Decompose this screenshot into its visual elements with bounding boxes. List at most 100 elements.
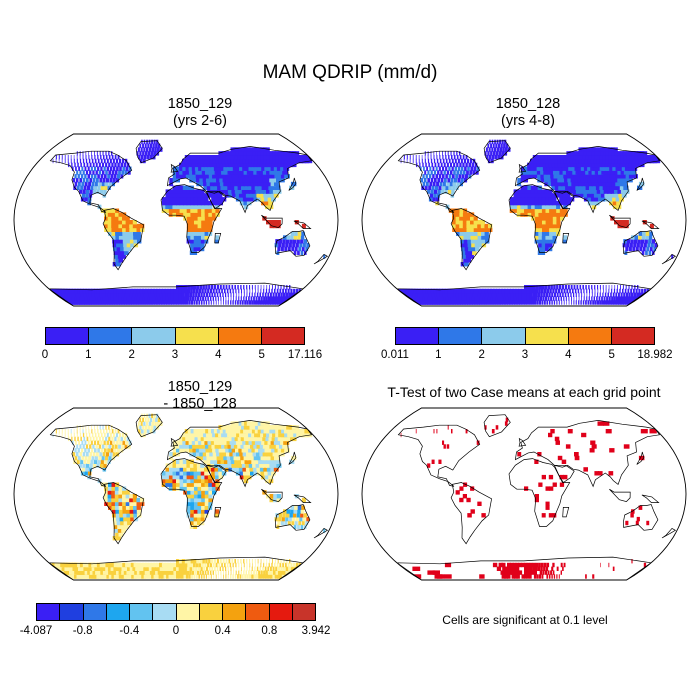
map-cells: [400, 417, 657, 579]
coastline-indonesia: [609, 488, 631, 502]
coastline-new-zealand: [661, 253, 677, 265]
colorbar-swatch: [246, 604, 270, 620]
colorbar-tick-label: 3.942: [301, 625, 331, 637]
coastline-europe-asia: [514, 146, 661, 214]
colorbar-swatch: [611, 328, 655, 344]
coastline-africa: [160, 458, 223, 527]
coastlines: [47, 140, 329, 306]
colorbar-tick-label: 0.4: [214, 625, 231, 637]
colorbar-swatch: [482, 328, 526, 344]
coastline-arabia: [553, 464, 575, 483]
colorbar-tick-label: 4: [215, 349, 222, 361]
map-cells: [48, 139, 326, 305]
coastline-greenland: [135, 414, 163, 438]
map-case1: [13, 133, 339, 307]
coastline-antarctica: [47, 282, 305, 306]
panel-title-case1-name: 1850_129: [167, 96, 233, 112]
coastline-north-america: [397, 150, 481, 213]
colorbar-tick-label: 17.116: [287, 349, 323, 361]
coastline-madagascar: [562, 233, 570, 244]
coastlines: [395, 140, 677, 306]
colorbar-swatch: [132, 328, 176, 344]
colorbar-swatches: [45, 327, 305, 345]
coastline-new-guinea: [293, 220, 312, 229]
coastline-arabia: [205, 190, 227, 209]
colorbar-swatch: [199, 604, 223, 620]
colorbar-case1: 0 1 2 3 4 5 17.116: [42, 327, 322, 361]
colorbar-tick-label: -0.4: [119, 625, 140, 637]
colorbar-tick-label: 0: [172, 625, 180, 637]
colorbar-swatch: [439, 328, 483, 344]
colorbar-swatch: [46, 328, 90, 344]
coastline-south-america: [102, 482, 144, 545]
colorbar-tick-label: 1: [85, 349, 92, 361]
coastline-uk: [518, 163, 527, 173]
colorbar-tick-label: -4.087: [19, 625, 53, 637]
figure-title: MAM QDRIP (mm/d): [262, 62, 438, 83]
coastline-australia: [623, 504, 659, 531]
coastline-north-america: [397, 424, 481, 487]
coastline-japan: [288, 177, 297, 191]
map-case2: [361, 133, 687, 307]
colorbar-tick-label: 4: [565, 349, 572, 361]
map-cells: [396, 139, 674, 305]
coastline-greenland: [483, 414, 511, 438]
panel-title-case2-years: (yrs 4-8): [501, 113, 555, 129]
coastline-new-zealand: [661, 527, 677, 539]
colorbar-swatch: [153, 604, 177, 620]
colorbar-tick-label: 1: [435, 349, 442, 361]
coastline-japan: [636, 451, 645, 465]
coastline-africa: [160, 184, 223, 253]
colorbar-swatch: [292, 604, 315, 620]
colorbar-tick-label: 0.011: [381, 349, 409, 361]
coastline-uk: [170, 437, 179, 447]
coastline-australia: [275, 504, 311, 531]
colorbar-tick-label: 5: [258, 349, 265, 361]
map-border: [361, 407, 687, 581]
coastline-europe-asia: [514, 420, 661, 488]
colorbar-tick-label: 18.982: [637, 349, 673, 361]
coastline-new-zealand: [313, 527, 329, 539]
map-border: [13, 133, 339, 307]
colorbar-swatch: [37, 604, 61, 620]
coastline-new-guinea: [641, 220, 660, 229]
panel-title-case1: 1850_129 (yrs 2-6): [40, 96, 360, 130]
map-border: [361, 133, 687, 307]
colorbar-swatch: [89, 328, 133, 344]
coastline-south-america: [102, 208, 144, 271]
coastline-africa: [508, 184, 571, 253]
colorbar-swatch: [175, 328, 219, 344]
coastline-madagascar: [214, 507, 222, 518]
coastline-uk: [518, 437, 527, 447]
coastline-japan: [288, 451, 297, 465]
map-difference: [13, 407, 339, 581]
colorbar-swatches: [36, 603, 316, 621]
coastline-south-america: [450, 208, 492, 271]
coastline-australia: [275, 230, 311, 257]
coastline-australia: [623, 230, 659, 257]
colorbar-swatch: [261, 328, 305, 344]
coastline-madagascar: [214, 233, 222, 244]
colorbar-tick-label: -0.8: [72, 625, 93, 637]
coastline-antarctica: [395, 556, 653, 580]
coastline-south-america: [450, 482, 492, 545]
panel-title-case2-name: 1850_128: [495, 96, 561, 112]
colorbar-swatch: [269, 604, 293, 620]
coastline-antarctica: [47, 556, 305, 580]
coastline-north-america: [49, 424, 133, 487]
coastline-africa: [508, 458, 571, 527]
colorbar-swatch: [106, 604, 130, 620]
colorbar-swatch: [130, 604, 154, 620]
coastline-antarctica: [395, 282, 653, 306]
coastline-arabia: [205, 464, 227, 483]
colorbar-swatch: [396, 328, 440, 344]
coastline-new-zealand: [313, 253, 329, 265]
colorbar-tick-label: 2: [478, 349, 485, 361]
coastline-new-guinea: [641, 494, 660, 503]
coastline-indonesia: [609, 214, 631, 228]
colorbar-tick-label: 5: [608, 349, 615, 361]
colorbar-tick-label: 2: [128, 349, 135, 361]
coastline-uk: [170, 163, 179, 173]
coastline-europe-asia: [166, 146, 313, 214]
panel-title-case1-years: (yrs 2-6): [173, 113, 227, 129]
